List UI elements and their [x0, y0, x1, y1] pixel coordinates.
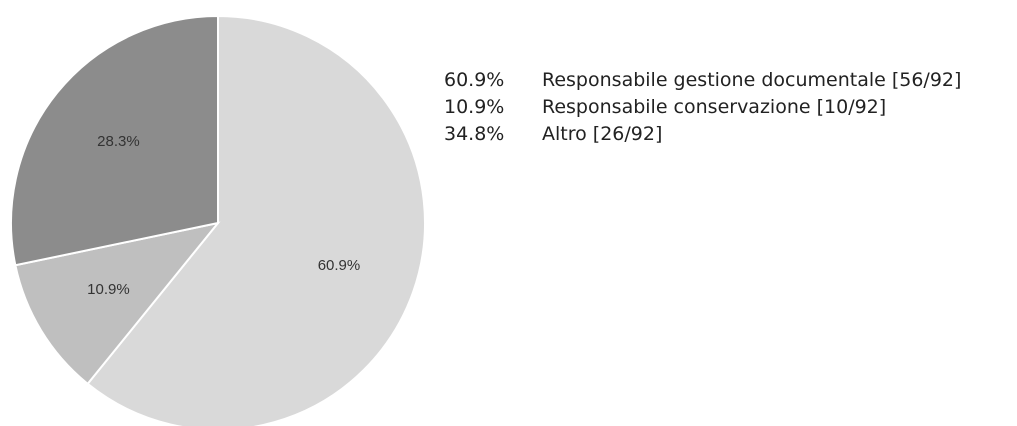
legend-item: 60.9% Responsabile gestione documentale …: [444, 67, 961, 94]
legend-percent: 34.8%: [444, 123, 505, 145]
legend-item: 34.8% Altro [26/92]: [444, 121, 961, 148]
legend-percent: 60.9%: [444, 69, 505, 91]
legend-item: 10.9% Responsabile conservazione [10/92]: [444, 94, 961, 121]
pie-plot: 60.9% 10.9% 28.3%: [10, 14, 426, 426]
slice-label: 60.9%: [318, 257, 361, 274]
legend-label: Responsabile gestione documentale [56/92…: [542, 69, 962, 91]
slice-label: 28.3%: [97, 133, 140, 150]
pie-slice: [10, 14, 219, 267]
legend-label: Altro [26/92]: [542, 123, 663, 145]
legend: 60.9% Responsabile gestione documentale …: [444, 67, 961, 148]
legend-label: Responsabile conservazione [10/92]: [542, 96, 887, 118]
slice-label: 10.9%: [87, 281, 130, 298]
legend-percent: 10.9%: [444, 96, 505, 118]
slices: [10, 14, 426, 426]
pie-slice: [86, 14, 426, 426]
slice-labels: 60.9% 10.9% 28.3%: [87, 133, 360, 298]
pie-slice: [14, 221, 221, 386]
